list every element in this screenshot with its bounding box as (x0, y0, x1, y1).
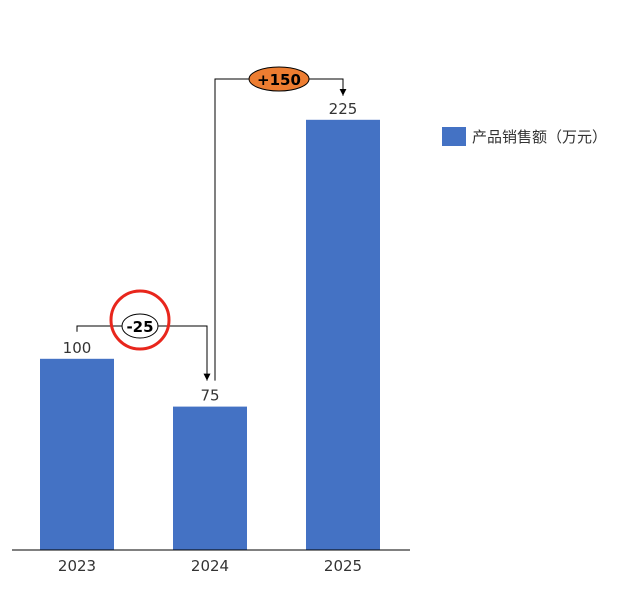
highlight-circle (109, 289, 171, 351)
change-badge-text-1: -25 (126, 318, 153, 336)
x-tick-2023: 2023 (58, 557, 96, 575)
value-label-2025: 225 (329, 100, 358, 118)
x-tick-2025: 2025 (324, 557, 362, 575)
x-tick-2024: 2024 (191, 557, 229, 575)
change-annotations-group: -25 +150 (76, 66, 347, 381)
value-label-2024: 75 (200, 387, 219, 405)
bars-group (40, 119, 380, 551)
bar-2023 (40, 358, 114, 550)
bar-2025 (306, 119, 380, 551)
change-badge-text-2: +150 (257, 71, 301, 89)
legend-swatch (442, 127, 466, 146)
value-label-2023: 100 (63, 339, 92, 357)
bar-2024 (173, 406, 247, 550)
change-badge-oval-1 (121, 313, 159, 339)
legend: 产品销售额（万元） (442, 126, 607, 147)
legend-label: 产品销售额（万元） (472, 128, 608, 146)
value-labels-group: 100 75 225 (63, 100, 358, 405)
change-badge-oval-2 (248, 66, 310, 92)
x-tick-labels-group: 2023 2024 2025 (58, 557, 362, 575)
